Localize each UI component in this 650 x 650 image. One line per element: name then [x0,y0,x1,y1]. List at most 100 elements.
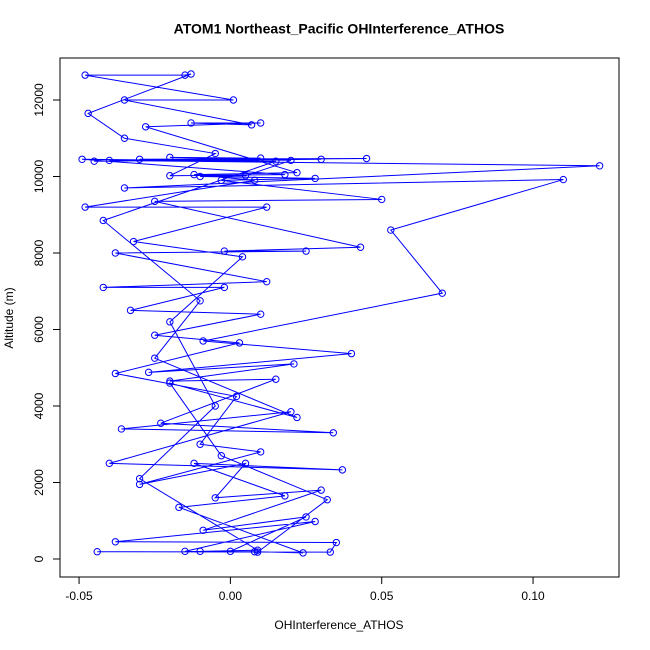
data-point [311,517,319,526]
data-point [256,154,265,162]
data-point [166,377,174,385]
data-point [93,548,101,556]
data-point [166,318,174,326]
y-axis-label: Altitude (m) [2,287,16,348]
data-point [99,283,107,292]
x-tick-label: 0.05 [370,589,394,603]
y-tick-label: 12000 [32,83,46,117]
data-point [287,408,295,416]
data-point [211,402,219,410]
data-point [211,494,219,502]
data-point [181,547,189,556]
data-point [196,297,204,305]
data-point [129,237,138,246]
data-point [302,247,310,255]
data-point [241,172,250,180]
data-point [151,331,159,339]
data-point [293,413,301,422]
data-point [250,176,259,185]
data-point [196,547,204,556]
data-point [229,96,238,104]
y-tick-label: 6000 [32,316,46,343]
data-point [232,392,241,401]
data-point [235,339,244,347]
x-tick-label: -0.05 [65,589,93,603]
data-point [166,153,174,162]
y-tick-label: 10000 [32,159,46,193]
data-point [120,134,129,142]
data-point [326,548,334,556]
data-point [187,70,195,78]
data-point [332,538,341,547]
data-point [302,513,310,521]
data-point [263,203,271,211]
data-point [99,216,107,225]
data-point [90,157,98,165]
data-point [323,495,331,504]
data-point [187,119,195,127]
data-point [135,155,144,163]
data-point [157,419,165,427]
x-tick-label: 0.10 [521,589,545,603]
data-point [166,172,174,180]
data-point [256,119,265,127]
data-point [272,157,280,165]
data-point [151,354,159,362]
data-point [151,197,159,206]
data-point [253,548,262,556]
data-point [199,337,207,345]
data-point [120,96,129,104]
data-point [378,195,386,204]
data-point [81,203,89,211]
data-point [166,379,174,387]
data-point [293,168,301,177]
data-point [135,480,144,489]
data-point [120,184,129,192]
data-point [317,486,325,494]
plot-frame [59,57,620,578]
data-point [81,71,89,79]
data-point [263,277,271,286]
data-point [347,349,356,358]
data-point [111,369,120,378]
data-point [329,429,337,437]
data-point [217,452,226,460]
data-point [299,549,307,557]
data-point [220,247,229,255]
data-point [126,306,135,315]
data-point [175,503,183,512]
data-point [290,360,298,368]
data-point [135,474,144,483]
data-point [311,174,319,183]
data-point [338,466,347,474]
data-point [111,249,120,257]
data-point [190,459,198,468]
y-tick-label: 2000 [32,469,46,496]
data-point [84,109,92,118]
data-point [256,310,265,318]
y-tick-label: 0 [32,555,46,562]
data-point [226,547,235,556]
data-point [595,162,604,170]
data-point [253,546,262,554]
data-point [281,492,289,500]
x-tick-label: 0.00 [219,589,243,603]
data-point [78,155,86,163]
data-point [287,156,295,165]
data-point [362,154,371,163]
data-point [256,448,265,456]
data-point [217,176,226,185]
data-point [105,459,114,468]
data-point [211,149,219,158]
data-point [117,425,126,433]
data-point [281,170,289,179]
chart-title: ATOM1 Northeast_Pacific OHInterference_A… [174,21,505,37]
data-point [111,538,120,546]
data-point [196,440,204,448]
data-point [356,243,365,251]
data-point [190,170,198,179]
data-point [220,283,229,292]
data-point [272,375,280,383]
